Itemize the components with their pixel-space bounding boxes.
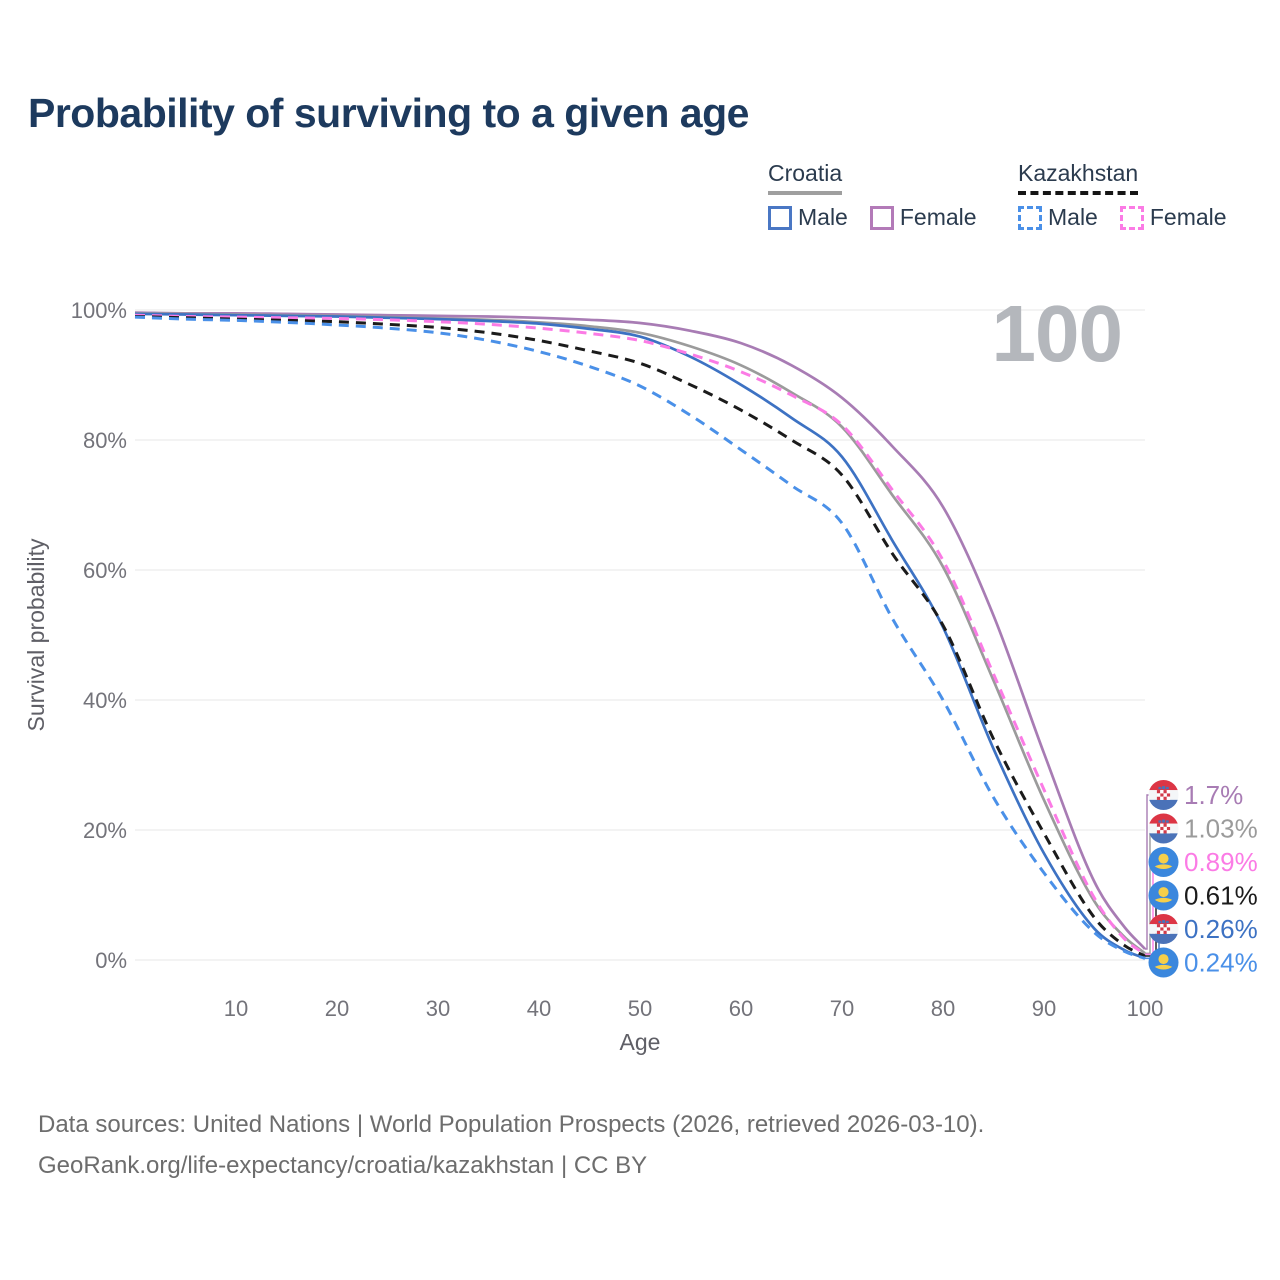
x-tick-label: 60 <box>729 996 753 1021</box>
croatia-male-swatch-icon <box>768 205 792 230</box>
legend-label: Male <box>798 204 848 230</box>
page-title: Probability of surviving to a given age <box>28 90 749 136</box>
x-axis-ticks: 10 20 30 40 50 60 70 80 90 100 <box>224 996 1164 1021</box>
y-tick-label: 0% <box>95 948 127 973</box>
y-tick-label: 60% <box>83 558 127 583</box>
footer-attribution: GeoRank.org/life-expectancy/croatia/kaza… <box>38 1152 648 1179</box>
connector-kazakhstan-female-female <box>1145 861 1154 955</box>
legend-label: Female <box>1149 204 1227 230</box>
croatia-flag-icon <box>1148 813 1179 844</box>
x-tick-label: 20 <box>325 996 349 1021</box>
x-tick-label: 30 <box>426 996 450 1021</box>
series-line-croatia-female-female[interactable] <box>134 311 1146 950</box>
y-tick-label: 80% <box>83 428 127 453</box>
legend-item-croatia-female[interactable]: Female <box>869 204 977 231</box>
x-tick-label: 40 <box>527 996 551 1021</box>
y-tick-label: 40% <box>83 688 127 713</box>
end-label-croatia-all[interactable]: 1.03% <box>1184 814 1258 844</box>
end-label-croatia-female-female[interactable]: 1.7% <box>1184 780 1243 810</box>
kazakhstan-male-swatch-icon <box>1018 205 1042 230</box>
legend-item-croatia-male[interactable]: Male <box>768 204 848 231</box>
footer-data-sources: Data sources: United Nations | World Pop… <box>38 1111 985 1138</box>
x-tick-label: 80 <box>931 996 955 1021</box>
croatia-female-swatch-icon <box>869 205 894 230</box>
croatia-flag-icon <box>1148 780 1179 811</box>
x-axis-title: Age <box>620 1029 661 1055</box>
x-tick-label: 50 <box>628 996 652 1021</box>
series-line-croatia-all[interactable] <box>134 311 1146 955</box>
series-curves <box>134 311 1146 960</box>
footer: Data sources: United Nations | World Pop… <box>38 1104 984 1186</box>
legend-label: Female <box>899 204 977 230</box>
y-axis-ticks: 100% 80% 60% 40% 20% 0% <box>71 298 127 973</box>
y-tick-label: 100% <box>71 298 127 323</box>
connector-croatia-female-female <box>1145 794 1149 950</box>
end-label-kazakhstan-female-female[interactable]: 0.89% <box>1184 847 1258 877</box>
end-label-croatia-male-male[interactable]: 0.26% <box>1184 914 1258 944</box>
series-line-kazakhstan-female-female[interactable] <box>134 313 1146 956</box>
x-tick-label: 70 <box>830 996 854 1021</box>
legend-items-kazakhstan: Male Female <box>1018 204 1227 231</box>
age-watermark: 100 <box>991 289 1123 378</box>
axis-titles: Age Survival probability <box>23 538 660 1055</box>
end-label-kazakhstan-all[interactable]: 0.61% <box>1184 881 1258 911</box>
kazakhstan-flag-icon <box>1148 846 1179 878</box>
kazakhstan-flag-icon <box>1148 880 1179 911</box>
kazakhstan-flag-icon <box>1148 947 1179 978</box>
end-labels: 1.7% 1.03%0.89% 0.61%0.26% 0.24% <box>1148 780 1258 978</box>
end-label-kazakhstan-male-male[interactable]: 0.24% <box>1184 948 1258 978</box>
series-line-kazakhstan-male-male[interactable] <box>134 315 1146 960</box>
legend-heading-croatia: Croatia <box>768 160 843 195</box>
y-axis-title: Survival probability <box>23 538 49 732</box>
series-line-kazakhstan-all[interactable] <box>134 315 1146 958</box>
legend-group-croatia: Croatia Male Female <box>768 160 977 231</box>
kazakhstan-female-swatch-icon <box>1119 205 1144 230</box>
legend-items-croatia: Male Female <box>768 204 977 231</box>
legend-label: Male <box>1048 204 1098 230</box>
x-tick-label: 90 <box>1032 996 1056 1021</box>
x-tick-label: 10 <box>224 996 248 1021</box>
series-line-croatia-male-male[interactable] <box>134 312 1146 960</box>
y-tick-label: 20% <box>83 818 127 843</box>
legend-heading-kazakhstan: Kazakhstan <box>1018 160 1139 195</box>
legend-group-kazakhstan: Kazakhstan Male Female <box>1018 160 1227 231</box>
legend-item-kazakhstan-male[interactable]: Male <box>1018 204 1098 231</box>
legend-item-kazakhstan-female[interactable]: Female <box>1119 204 1227 231</box>
x-tick-label: 100 <box>1127 996 1164 1021</box>
gridlines <box>135 309 1145 961</box>
